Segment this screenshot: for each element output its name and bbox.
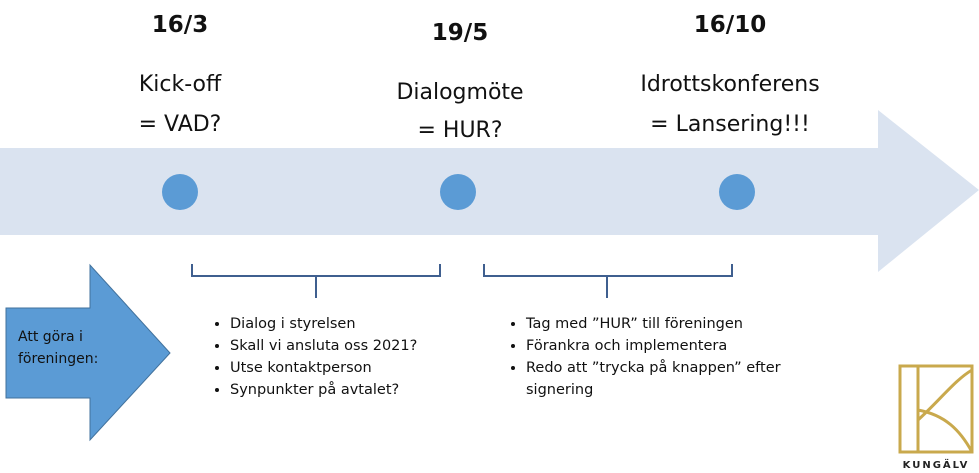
- item: Förankra och implementera: [526, 335, 826, 357]
- milestone-title: Idrottskonferens: [640, 72, 820, 97]
- date: 19/5: [431, 20, 489, 46]
- milestone-title: Kick-off: [138, 72, 222, 97]
- milestone-title: Dialogmöte: [396, 80, 524, 105]
- date: 16/10: [693, 12, 767, 38]
- item: Synpunkter på avtalet?: [230, 379, 490, 401]
- milestone-dot: [719, 174, 755, 210]
- logo-mark: [898, 364, 974, 454]
- todo-label: Att göra i föreningen:: [18, 329, 99, 367]
- date: 16/3: [151, 12, 209, 38]
- item: Utse kontaktperson: [230, 357, 490, 379]
- todo-arrow: [5, 263, 171, 442]
- timeline-arrow: [0, 110, 979, 272]
- milestone-subtitle: = HUR?: [417, 118, 503, 143]
- item: Tag med ”HUR” till föreningen: [526, 313, 826, 335]
- phase-list: Tag med ”HUR” till föreningen Förankra o…: [506, 313, 826, 401]
- phase-list: Dialog i styrelsen Skall vi ansluta oss …: [210, 313, 490, 401]
- milestone-dot: [440, 174, 476, 210]
- item: Redo att ”trycka på knappen” efter signe…: [526, 357, 796, 401]
- milestone-subtitle: = Lansering!!!: [650, 112, 810, 137]
- logo-text: KUNGÄLV: [903, 457, 970, 471]
- milestone-dot: [162, 174, 198, 210]
- bracket: [483, 264, 733, 298]
- item: Skall vi ansluta oss 2021?: [230, 335, 490, 357]
- milestone-subtitle: = VAD?: [138, 112, 222, 137]
- item: Dialog i styrelsen: [230, 313, 490, 335]
- bracket: [191, 264, 441, 298]
